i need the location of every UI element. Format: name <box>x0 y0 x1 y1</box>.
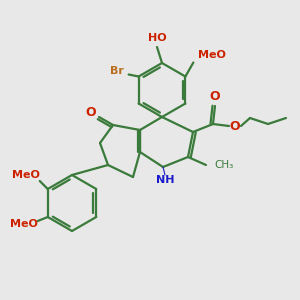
Text: MeO: MeO <box>12 170 40 180</box>
Text: HO: HO <box>148 33 166 43</box>
Text: O: O <box>230 119 240 133</box>
Text: MeO: MeO <box>10 219 38 229</box>
Text: NH: NH <box>156 175 174 185</box>
Text: O: O <box>210 91 220 103</box>
Text: MeO: MeO <box>198 50 226 59</box>
Text: CH₃: CH₃ <box>214 160 233 170</box>
Text: Br: Br <box>110 67 124 76</box>
Text: O: O <box>86 106 96 118</box>
